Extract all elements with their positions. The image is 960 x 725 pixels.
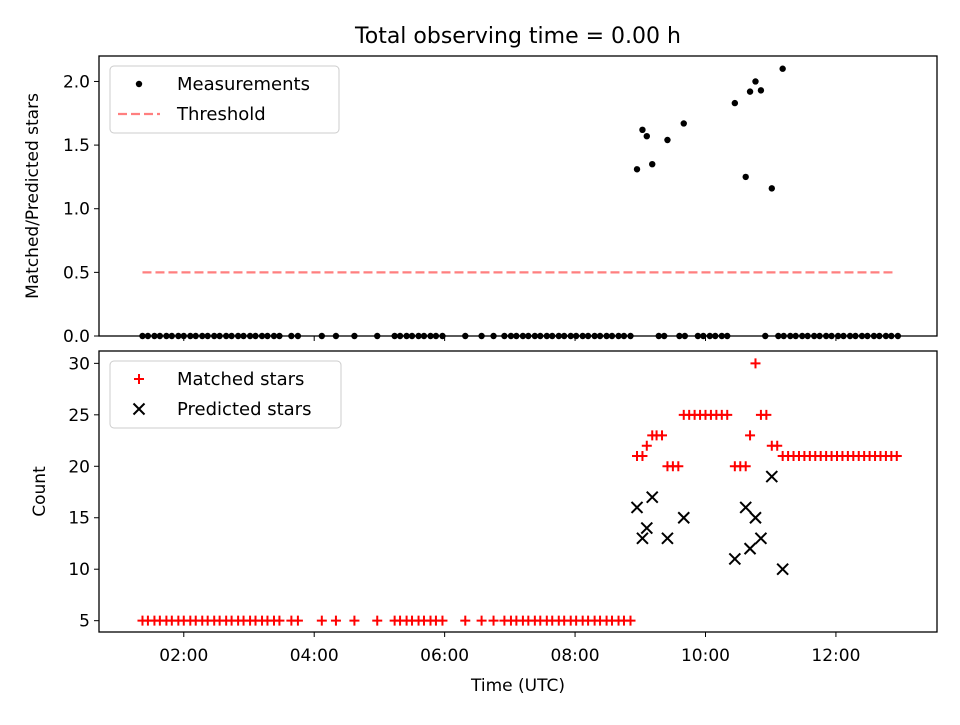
matched-stars-marker — [891, 450, 902, 461]
y-axis-label: Matched/Predicted stars — [23, 93, 43, 299]
top-panel: 0.0 0.5 1.0 1.5 2.0 Matched/Predicted stars Me… — [23, 55, 938, 347]
predicted-stars-marker — [728, 552, 742, 566]
matched-stars-marker — [372, 615, 383, 626]
y-tick-label: 10 — [68, 560, 90, 580]
y-tick-label: 1.5 — [63, 136, 90, 156]
axes-frame — [98, 55, 938, 337]
matched-stars-marker — [673, 461, 684, 472]
matched-stars-marker — [745, 430, 756, 441]
y-tick-label: 2.0 — [63, 72, 90, 92]
y-tick-label: 20 — [68, 457, 90, 477]
matched-stars-marker — [772, 440, 783, 451]
legend-dot-marker — [135, 80, 143, 88]
figure-title: Total observing time = 0.00 h — [354, 24, 681, 49]
matched-stars-marker — [330, 615, 341, 626]
predicted-stars-marker — [636, 532, 649, 545]
x-tick-label: 08:00 — [551, 646, 600, 666]
matched-stars-marker — [316, 615, 327, 626]
bottom-panel: 5 10 15 20 25 30 02:00 04:00 06:00 08:00 10:00 12:0… — [30, 350, 938, 696]
matched-stars-marker — [274, 615, 285, 626]
matched-stars-marker — [637, 450, 648, 461]
measurement-point — [649, 160, 656, 168]
measurement-point — [779, 65, 786, 72]
legend-label: Threshold — [176, 104, 266, 125]
legend-label: Predicted stars — [177, 399, 311, 420]
matched-stars-marker — [460, 615, 471, 626]
matched-stars-marker — [476, 615, 487, 626]
predicted-stars-marker — [754, 532, 768, 545]
matched-stars-marker — [657, 430, 668, 441]
predicted-stars-marker — [776, 563, 789, 576]
matched-stars-marker — [722, 409, 733, 420]
legend-plus-marker — [134, 374, 144, 384]
predicted-stars-marker — [743, 542, 757, 555]
measurement-point — [746, 88, 754, 95]
measurement-point — [768, 185, 775, 192]
matched-stars-marker — [761, 409, 772, 420]
matched-stars-marker — [349, 615, 360, 626]
y-tick-label: 30 — [68, 354, 90, 374]
y-tick-label: 1.0 — [63, 200, 90, 220]
predicted-stars-marker — [661, 532, 674, 545]
measurement-point — [643, 132, 650, 140]
predicted-stars-marker — [630, 501, 644, 514]
x-tick-label: 12:00 — [811, 646, 860, 666]
y-tick-label: 15 — [68, 509, 90, 529]
matched-stars-marker — [488, 615, 499, 626]
matched-stars-marker — [750, 358, 761, 369]
measurement-point — [680, 120, 687, 127]
predicted-stars-marker — [765, 470, 778, 483]
measurement-point — [633, 166, 641, 173]
legend-box — [109, 65, 340, 134]
y-tick-label: 0.0 — [63, 327, 90, 347]
matched-stars-marker — [641, 440, 652, 451]
matched-stars-marker — [437, 615, 448, 626]
x-tick-label: 10:00 — [681, 646, 730, 666]
predicted-stars-marker — [677, 511, 690, 524]
matched-stars-marker — [292, 615, 303, 626]
measurement-point — [731, 99, 739, 107]
measurement-point — [752, 78, 759, 85]
matched-stars-marker — [740, 461, 751, 472]
x-tick-label: 06:00 — [420, 646, 469, 666]
axes-frame — [98, 350, 938, 633]
x-axis-label: Time (UTC) — [470, 676, 565, 696]
legend-box — [109, 360, 342, 429]
y-tick-label: 0.5 — [63, 263, 90, 283]
predicted-stars-marker — [749, 511, 762, 524]
measurement-point — [639, 126, 646, 134]
matched-stars-marker — [625, 615, 636, 626]
legend-label: Measurements — [177, 74, 310, 95]
predicted-stars-marker — [640, 521, 654, 535]
x-tick-label: 02:00 — [159, 646, 208, 666]
measurement-point — [664, 136, 671, 144]
y-tick-label: 5 — [79, 612, 90, 632]
y-tick-label: 25 — [68, 406, 90, 426]
predicted-stars-marker — [646, 490, 659, 504]
measurement-point — [757, 87, 765, 94]
x-tick-label: 04:00 — [290, 646, 339, 666]
predicted-stars-marker — [739, 501, 752, 514]
legend-x-marker — [132, 402, 146, 416]
legend-label: Matched stars — [177, 369, 304, 390]
measurement-point — [742, 173, 749, 181]
y-axis-label: Count — [30, 466, 50, 517]
